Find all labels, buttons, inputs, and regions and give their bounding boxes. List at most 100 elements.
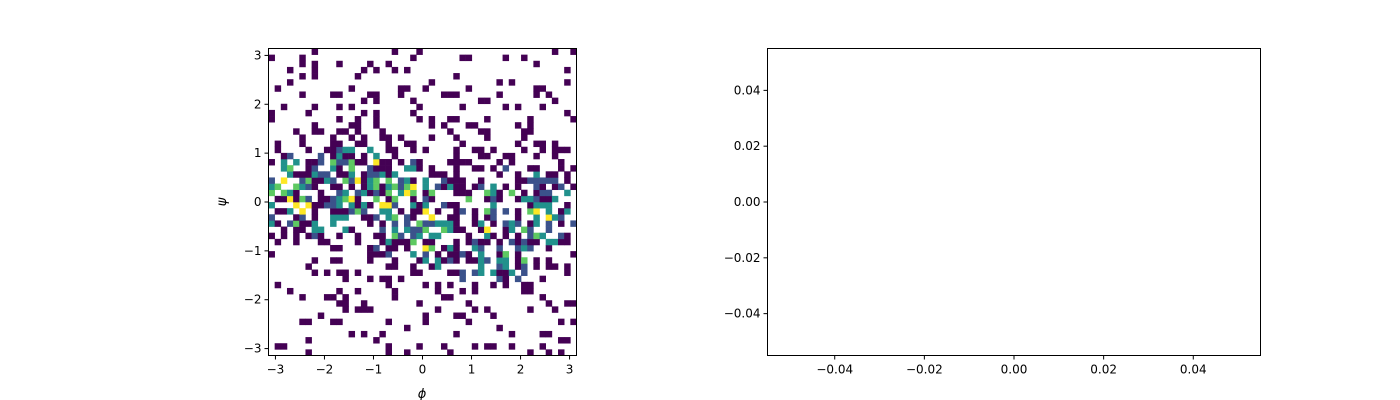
histogram-cell	[404, 226, 411, 233]
histogram-cell	[459, 54, 466, 62]
histogram-cell	[459, 251, 466, 258]
histogram-cell	[336, 214, 343, 221]
histogram-cell	[484, 343, 491, 350]
histogram-cell	[447, 244, 454, 252]
histogram-cell	[379, 226, 386, 233]
histogram-cell	[268, 214, 275, 221]
histogram-cell	[367, 189, 374, 197]
histogram-cell	[397, 183, 405, 191]
histogram-cell	[379, 128, 386, 135]
histogram-cell	[305, 109, 312, 117]
histogram-cell	[367, 306, 374, 313]
histogram-cell	[274, 85, 282, 92]
histogram-x-ticks: −3 −2 −1 0 1 2 3	[267, 355, 573, 377]
histogram-cell	[317, 195, 325, 203]
histogram-cell	[348, 146, 356, 154]
histogram-cell	[484, 238, 491, 246]
histogram-cell	[447, 183, 454, 191]
histogram-cell	[570, 165, 577, 172]
histogram-cell	[336, 232, 343, 240]
histogram-cell	[311, 257, 319, 264]
histogram-cell	[428, 134, 436, 141]
histogram-cell	[447, 349, 454, 356]
histogram-cell	[379, 208, 386, 215]
histogram-cell	[440, 343, 448, 350]
histogram-cell	[440, 171, 448, 178]
histogram-cell	[434, 183, 442, 191]
histogram-cell	[354, 140, 362, 148]
histogram-cell	[373, 116, 380, 123]
histogram-cell	[268, 159, 275, 166]
histogram-cell	[410, 159, 417, 166]
histogram-cell	[354, 202, 362, 209]
histogram-cell	[268, 202, 275, 209]
histogram-cell	[342, 300, 349, 307]
histogram-cell	[570, 48, 577, 55]
histogram-cell	[293, 195, 300, 203]
histogram-cell	[280, 189, 288, 197]
histogram-cell	[397, 134, 405, 141]
histogram-cell	[305, 337, 312, 344]
histogram-cell	[330, 318, 337, 326]
histogram-cell	[447, 214, 454, 221]
histogram-cell	[527, 244, 534, 252]
histogram-cell	[551, 177, 559, 184]
histogram-cell	[385, 349, 392, 356]
histogram-cell	[434, 281, 442, 289]
histogram-cell	[397, 177, 405, 184]
histogram-cell	[336, 189, 343, 197]
histogram-cell	[373, 122, 380, 129]
histogram-cell	[280, 343, 288, 350]
histogram-cell	[342, 171, 349, 178]
histogram-cell	[348, 152, 356, 160]
histogram-cell	[527, 238, 534, 246]
histogram-cell	[342, 208, 349, 215]
histogram-cell	[570, 300, 577, 307]
histogram-cell	[490, 189, 497, 197]
histogram-cell	[410, 226, 417, 233]
histogram-cell	[336, 91, 343, 98]
histogram-cell	[330, 165, 337, 172]
histogram-cell	[496, 91, 503, 98]
histogram-cell	[348, 122, 356, 129]
histogram-cell	[471, 244, 479, 252]
histogram-cell	[323, 202, 331, 209]
histogram-cell	[514, 140, 522, 148]
histogram-cell	[465, 189, 473, 197]
histogram-cell	[539, 189, 546, 197]
histogram-cell	[354, 208, 362, 215]
histogram-cell	[428, 214, 436, 221]
histogram-cell	[286, 165, 294, 172]
histogram-cell	[299, 134, 306, 141]
histogram-cell	[453, 146, 460, 154]
histogram-cell	[379, 183, 386, 191]
histogram-cell	[274, 208, 282, 215]
histogram-cell	[527, 226, 534, 233]
histogram-cell	[391, 257, 399, 264]
histogram-cell	[274, 195, 282, 203]
histogram-cell	[533, 189, 540, 197]
histogram-cell	[490, 202, 497, 209]
histogram-cell	[471, 214, 479, 221]
histogram-cell	[545, 220, 553, 227]
histogram-cell	[416, 220, 423, 227]
histogram-cell	[471, 306, 479, 313]
histogram-y-tick-label: −3	[244, 342, 262, 356]
histogram-cell	[502, 251, 510, 258]
histogram-cell	[484, 195, 491, 203]
histogram-cell	[348, 226, 356, 233]
histogram-cell	[360, 208, 368, 215]
histogram-cell	[570, 318, 577, 326]
histogram-cell	[422, 202, 429, 209]
histogram-cell	[570, 251, 577, 258]
histogram-cell	[348, 171, 356, 178]
empty-axes-x-tick-label: 0.02	[1090, 363, 1117, 377]
histogram-cell	[570, 183, 577, 191]
histogram-cell	[416, 232, 423, 240]
histogram-cell	[367, 165, 374, 172]
histogram-cell	[533, 195, 540, 203]
histogram-cell	[342, 128, 349, 135]
histogram-cell	[410, 208, 417, 215]
histogram-cell	[484, 152, 491, 160]
histogram-cell	[311, 183, 319, 191]
